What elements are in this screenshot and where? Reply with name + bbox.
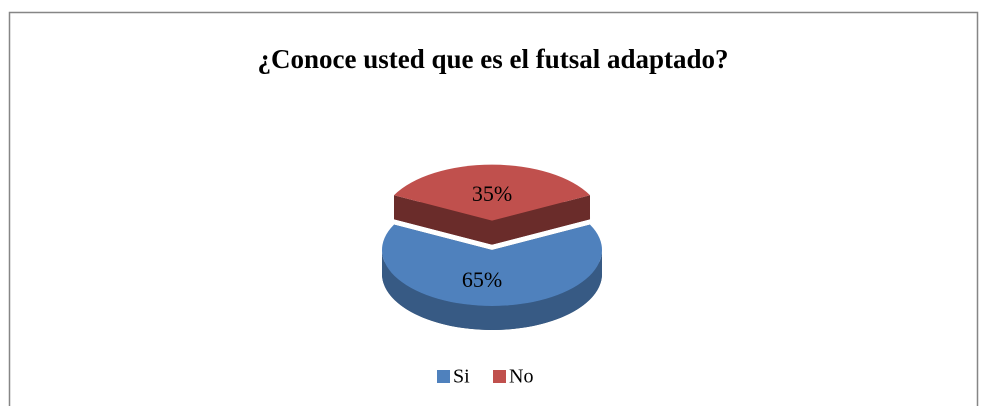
slice-side	[382, 250, 602, 330]
legend-label: No	[509, 366, 533, 388]
data-label: 35%	[472, 181, 512, 206]
slice-edge	[492, 195, 591, 245]
data-label: 65%	[462, 267, 502, 292]
slice	[382, 224, 602, 306]
legend-label: Si	[453, 366, 470, 388]
slice-edge	[393, 195, 492, 245]
chart-title: ¿Conoce usted que es el futsal adaptado?	[257, 44, 728, 74]
chart-border	[8, 11, 979, 406]
legend-swatch	[437, 370, 450, 383]
legend-swatch	[493, 370, 506, 383]
slice	[393, 164, 591, 221]
